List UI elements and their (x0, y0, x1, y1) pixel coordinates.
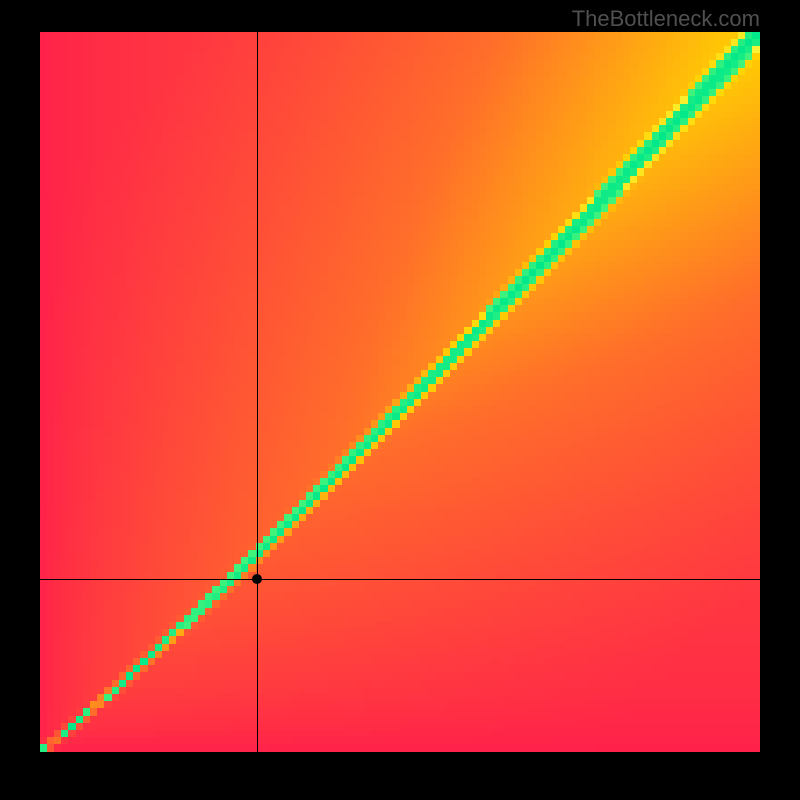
heatmap-plot-area (40, 32, 760, 752)
crosshair-horizontal (40, 579, 760, 580)
watermark-text: TheBottleneck.com (572, 6, 760, 32)
crosshair-vertical (257, 32, 258, 752)
bottleneck-heatmap-canvas (40, 32, 760, 752)
selection-marker-dot (252, 574, 262, 584)
